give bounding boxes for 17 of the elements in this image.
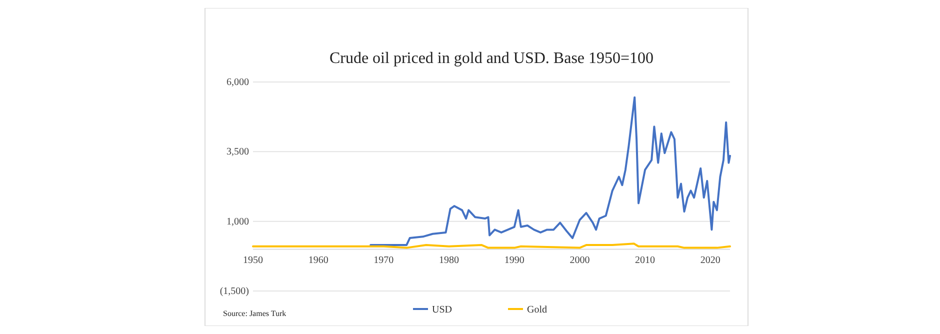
x-tick-label: 2000 bbox=[570, 255, 590, 266]
x-tick-label: 1970 bbox=[374, 255, 394, 266]
chart-title: Crude oil priced in gold and USD. Base 1950=100 bbox=[329, 50, 654, 67]
x-tick-label: 1990 bbox=[504, 255, 524, 266]
x-tick-label: 1960 bbox=[308, 255, 328, 266]
y-tick-label: 6,000 bbox=[226, 77, 249, 88]
legend-label: Gold bbox=[527, 304, 547, 316]
legend-label: USD bbox=[432, 304, 452, 316]
y-tick-label: 3,500 bbox=[226, 146, 249, 158]
line-series bbox=[370, 96, 731, 246]
x-tick-label: 1950 bbox=[243, 255, 263, 266]
y-tick-label: (1,500) bbox=[220, 286, 249, 297]
x-tick-label: 2010 bbox=[635, 255, 656, 266]
x-tick-label: 1980 bbox=[439, 255, 460, 266]
y-tick-label: 1,000 bbox=[226, 216, 249, 228]
x-tick-label: 2020 bbox=[700, 255, 720, 266]
source-note: Source: James Turk bbox=[223, 309, 286, 318]
